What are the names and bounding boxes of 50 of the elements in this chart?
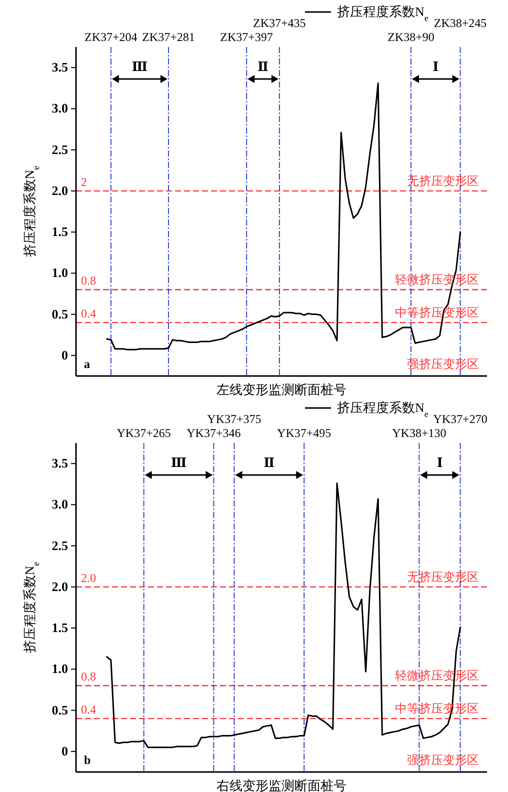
annotation: Ⅰ	[432, 59, 439, 74]
y-tick-label: 1.0	[52, 265, 68, 280]
x-tick-label: YK37+346	[186, 426, 241, 440]
y-tick-label: 1.5	[52, 224, 68, 240]
ref-line-label: 0.8	[81, 274, 96, 288]
x-tick-label: ZK37+281	[142, 30, 195, 44]
legend-label: 挤压程度系数N$_{e}$	[337, 400, 428, 419]
x-tick-label: ZK37+397	[220, 30, 273, 44]
y-tick-label: 1.0	[52, 661, 68, 676]
y-tick-label: 3.5	[52, 60, 68, 75]
ref-line-label: 0.8	[81, 670, 96, 684]
y-tick-label: 3.5	[52, 456, 68, 471]
x-tick-label: ZK38+245	[434, 16, 487, 30]
ref-line-label: 0.4	[81, 306, 96, 321]
annotation: Ⅰ	[436, 455, 443, 470]
y-tick-label: 2.5	[52, 142, 68, 157]
y-tick-label: 1.5	[52, 620, 68, 636]
annotation: Ⅱ	[264, 455, 275, 470]
x-axis-title: 左线变形监测断面桩号	[216, 382, 346, 397]
x-tick-label: ZK38+90	[388, 30, 434, 44]
annotation: b	[84, 753, 91, 767]
annotation: 无挤压变形区	[407, 174, 479, 188]
y-tick-label: 2.0	[52, 182, 68, 198]
annotation: 强挤压变形区	[407, 357, 479, 371]
ref-line-label: 2.0	[81, 570, 96, 585]
ref-line-label: 2	[81, 174, 87, 189]
x-tick-label: YK37+375	[207, 412, 262, 426]
y-tick-label: 0	[62, 743, 68, 758]
y-tick-label: 2.5	[52, 538, 68, 553]
annotation: 无挤压变形区	[407, 570, 479, 584]
x-tick-label: ZK37+204	[84, 30, 138, 44]
legend-label: 挤压程度系数N$_{e}$	[337, 4, 428, 23]
annotation: Ⅲ	[170, 455, 187, 470]
y-tick-label: 3.0	[52, 496, 68, 512]
annotation: Ⅱ	[258, 59, 269, 74]
annotation: 强挤压变形区	[407, 753, 479, 767]
y-tick-label: 0.5	[52, 306, 68, 322]
x-tick-label: YK37+270	[433, 412, 488, 426]
y-tick-label: 2.0	[52, 578, 68, 594]
y-tick-label: 0.5	[52, 702, 68, 718]
y-tick-label: 0	[62, 347, 68, 362]
x-tick-label: ZK37+435	[253, 16, 306, 30]
x-tick-label: YK38+130	[392, 426, 446, 440]
x-tick-label: YK37+265	[116, 426, 171, 440]
x-tick-label: YK37+495	[277, 426, 332, 440]
ref-line-label: 0.4	[81, 702, 96, 717]
y-tick-label: 3.0	[52, 100, 68, 116]
x-axis-title: 右线变形监测断面桩号	[216, 778, 346, 792]
annotation: Ⅲ	[132, 59, 148, 74]
annotation: a	[84, 357, 90, 371]
